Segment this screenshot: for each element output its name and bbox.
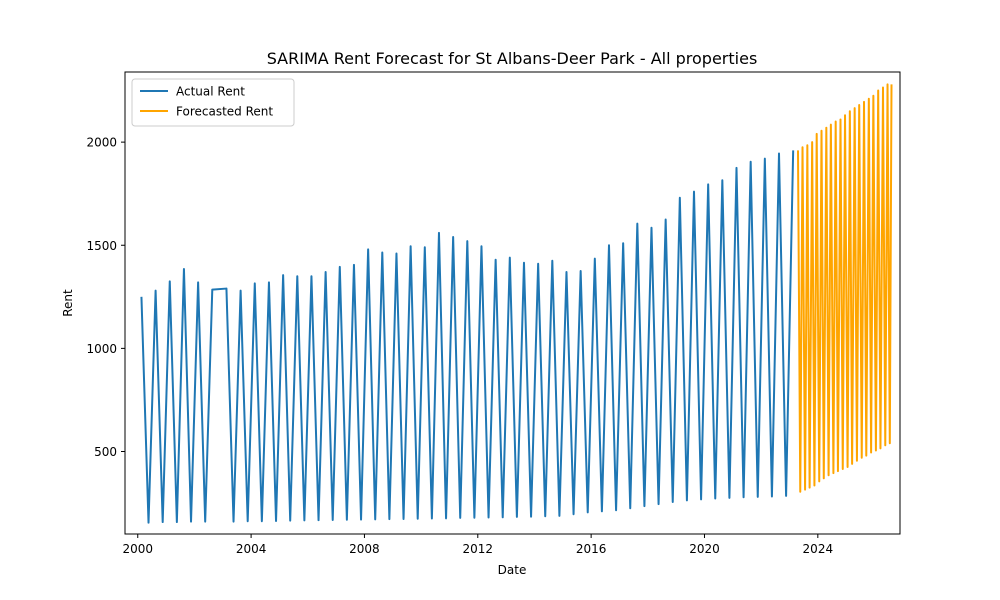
x-tick-label: 2020 bbox=[689, 542, 720, 556]
y-tick-label: 500 bbox=[94, 445, 117, 459]
y-tick-label: 2000 bbox=[86, 136, 117, 150]
series-line-actual-rent bbox=[140, 150, 795, 524]
y-axis-label: Rent bbox=[61, 289, 75, 317]
y-tick-label: 1000 bbox=[86, 342, 117, 356]
series-group bbox=[140, 83, 893, 524]
plot-frame bbox=[124, 71, 901, 535]
x-tick-label: 2012 bbox=[463, 542, 494, 556]
series-line-forecasted-rent bbox=[796, 83, 893, 493]
legend-label-actual: Actual Rent bbox=[176, 85, 245, 99]
legend-box bbox=[131, 78, 295, 127]
legend: Actual Rent Forecasted Rent bbox=[131, 78, 295, 127]
y-tick-label: 1500 bbox=[86, 239, 117, 253]
chart-title: SARIMA Rent Forecast for St Albans-Deer … bbox=[267, 49, 758, 68]
x-tick-label: 2000 bbox=[122, 542, 153, 556]
x-tick-label: 2016 bbox=[576, 542, 607, 556]
y-axis: 500 1000 1500 2000 bbox=[86, 136, 125, 459]
x-axis-label: Date bbox=[498, 563, 527, 577]
x-tick-label: 2004 bbox=[236, 542, 267, 556]
x-tick-label: 2008 bbox=[349, 542, 380, 556]
x-tick-label: 2024 bbox=[803, 542, 834, 556]
x-axis: 2000 2004 2008 2012 2016 2020 2024 bbox=[122, 534, 833, 556]
legend-label-forecast: Forecasted Rent bbox=[176, 105, 273, 119]
